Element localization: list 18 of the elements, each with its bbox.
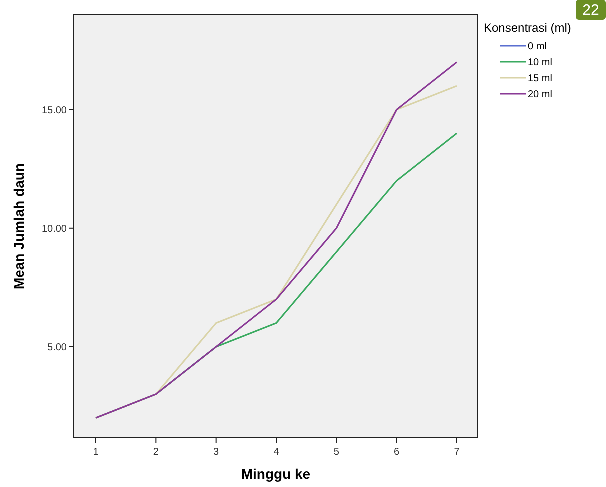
y-tick-label: 15.00 xyxy=(42,105,68,116)
x-tick-label: 2 xyxy=(153,447,160,458)
x-tick-label: 6 xyxy=(394,447,400,458)
x-tick-label: 4 xyxy=(274,447,280,458)
legend-label: 15 ml xyxy=(528,74,552,84)
x-tick-label: 5 xyxy=(334,447,340,458)
x-axis-title: Minggu ke xyxy=(241,466,311,482)
legend-label: 10 ml xyxy=(528,58,552,68)
x-tick-label: 7 xyxy=(454,447,460,458)
y-axis-title: Mean Jumlah daun xyxy=(11,163,27,290)
text: 22 xyxy=(582,2,600,19)
y-tick-label: 5.00 xyxy=(48,342,68,354)
x-tick-label: 3 xyxy=(214,447,220,458)
legend-label: 0 ml xyxy=(528,42,547,52)
legend-label: 20 ml xyxy=(528,90,552,100)
x-tick-label: 1 xyxy=(93,447,100,458)
legend-title: Konsentrasi (ml) xyxy=(484,21,572,35)
y-tick-label: 10.00 xyxy=(42,224,68,235)
